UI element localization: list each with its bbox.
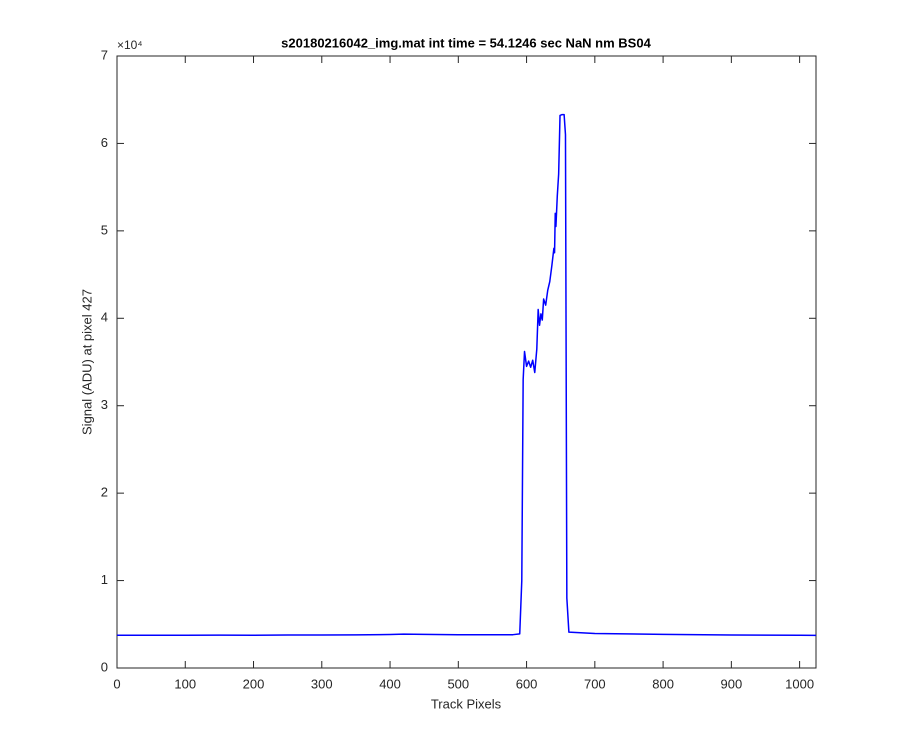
x-tick-label: 400	[379, 676, 401, 691]
x-tick-label: 1000	[785, 676, 814, 691]
y-multiplier: ×10⁴	[117, 38, 143, 52]
x-tick-label: 500	[447, 676, 469, 691]
chart-title: s20180216042_img.mat int time = 54.1246 …	[281, 35, 651, 50]
y-tick-label: 0	[101, 659, 108, 674]
y-tick-label: 7	[101, 47, 108, 62]
x-tick-label: 300	[311, 676, 333, 691]
y-tick-label: 3	[101, 397, 108, 412]
x-tick-label: 200	[243, 676, 265, 691]
x-tick-label: 100	[174, 676, 196, 691]
plot-frame	[116, 55, 817, 669]
x-axis-label: Track Pixels	[431, 696, 502, 711]
x-tick-label: 0	[113, 676, 120, 691]
y-tick-label: 2	[101, 485, 108, 500]
y-tick-label: 6	[101, 135, 108, 150]
x-tick-label: 900	[721, 676, 743, 691]
y-tick-label: 4	[101, 310, 108, 325]
y-tick-label: 5	[101, 222, 108, 237]
x-tick-label: 700	[584, 676, 606, 691]
data-line	[116, 113, 817, 637]
x-tick-label: 600	[516, 676, 538, 691]
x-tick-label: 800	[652, 676, 674, 691]
y-axis-label: Signal (ADU) at pixel 427	[79, 289, 94, 435]
y-tick-label: 1	[101, 572, 108, 587]
